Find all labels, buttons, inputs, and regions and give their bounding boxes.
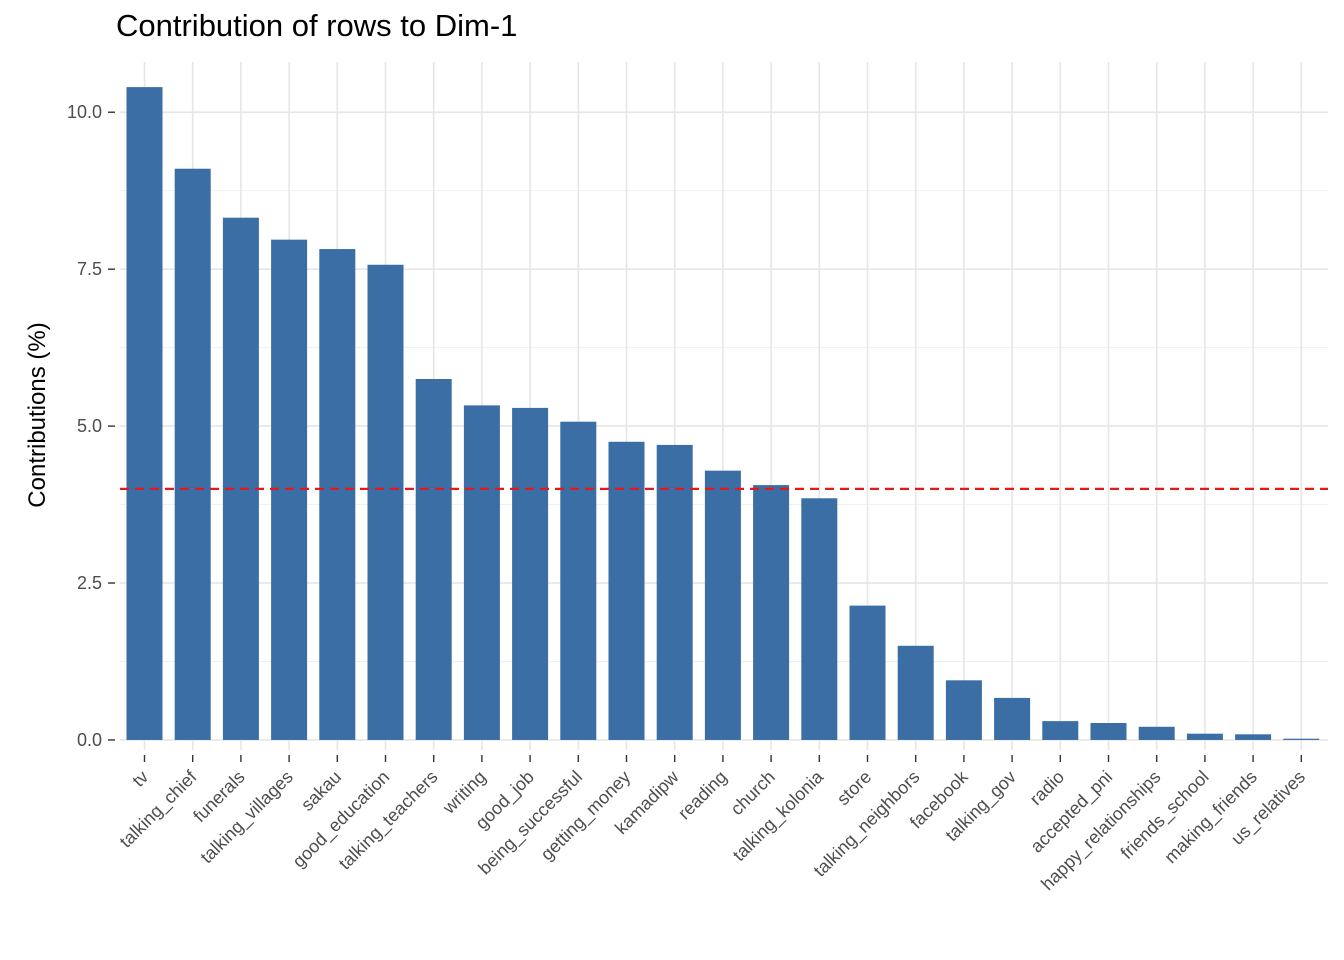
chart-title: Contribution of rows to Dim-1 (116, 8, 518, 43)
bars-layer (126, 87, 1320, 740)
y-tick-label: 5.0 (77, 416, 102, 436)
x-tick-label: store (833, 767, 875, 809)
bar (1042, 721, 1079, 740)
bar (1186, 733, 1223, 740)
y-axis-title: Contributions (%) (24, 322, 51, 507)
x-tick-label: reading (674, 767, 731, 824)
bar (367, 264, 404, 740)
bar (1138, 726, 1175, 740)
bar (704, 470, 741, 740)
x-tick-label: talking_chief (116, 766, 202, 852)
y-tick-label: 10.0 (67, 102, 102, 122)
bar (1235, 734, 1272, 740)
y-tick-label: 2.5 (77, 573, 102, 593)
bar (463, 405, 500, 740)
bar (1090, 723, 1127, 740)
bar (801, 498, 838, 740)
bar (849, 605, 886, 740)
bar (897, 645, 934, 740)
bar (126, 87, 163, 740)
bar (656, 444, 693, 740)
y-tick-label: 0.0 (77, 730, 102, 750)
x-tick-label: tv (128, 767, 152, 791)
bar (994, 697, 1031, 740)
y-axis: 0.0 2.5 5.0 7.5 10.0 (67, 102, 115, 750)
bar (222, 217, 259, 740)
bar (608, 441, 645, 740)
bar (753, 485, 790, 740)
bar (1283, 738, 1320, 740)
bar (512, 407, 549, 740)
bar (945, 680, 982, 740)
bar (174, 168, 211, 740)
x-tick-label: radio (1026, 767, 1068, 809)
bar (415, 379, 452, 740)
bar (319, 249, 356, 740)
bar (560, 421, 597, 740)
y-tick-label: 7.5 (77, 259, 102, 279)
